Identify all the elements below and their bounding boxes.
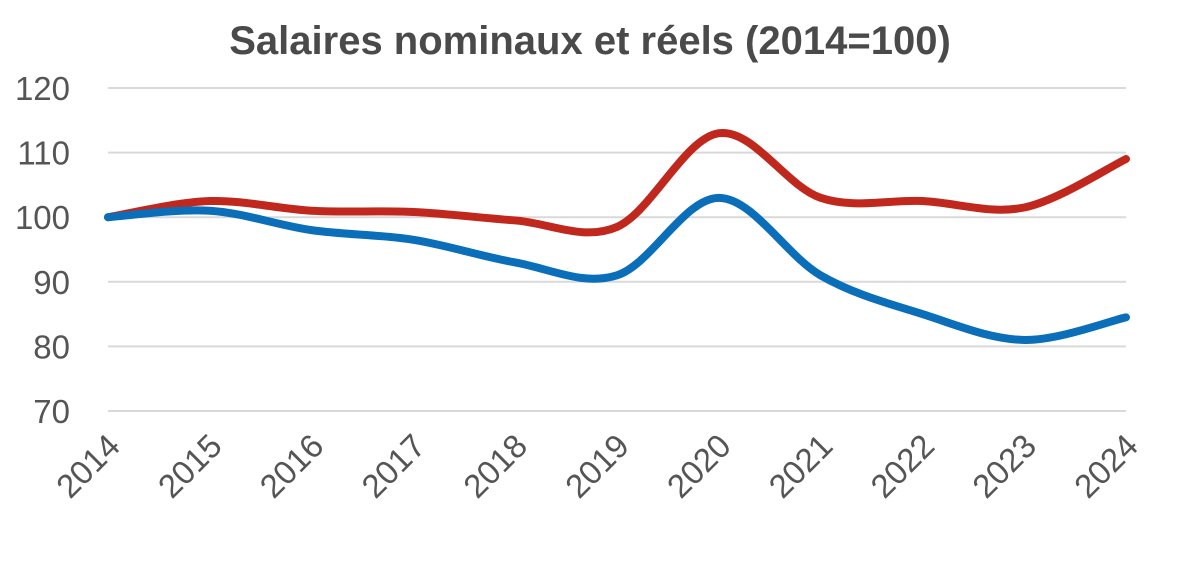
series-line-1 xyxy=(104,193,1130,344)
x-axis-tick-labels: 2014 2015 2016 2017 2018 2019 2020 2021 2022 2023… xyxy=(49,427,1145,505)
y-tick-label: 120 xyxy=(15,70,70,107)
x-tick-label: 2020 xyxy=(660,427,738,505)
x-tick-label: 2019 xyxy=(558,427,636,505)
y-tick-label: 110 xyxy=(17,135,70,172)
x-tick-label: 2016 xyxy=(252,427,330,505)
chart-title: Salaires nominaux et réels (2014=100) xyxy=(229,19,951,63)
x-tick-label: 2021 xyxy=(761,427,839,505)
gridlines xyxy=(108,87,1126,412)
x-tick-label: 2022 xyxy=(863,427,941,505)
x-tick-label: 2023 xyxy=(965,427,1043,505)
x-tick-label: 2017 xyxy=(354,427,432,505)
x-tick-label: 2014 xyxy=(49,427,127,505)
y-axis-tick-labels: 120 110 100 90 80 70 xyxy=(15,70,70,430)
y-tick-label: 80 xyxy=(33,328,70,365)
y-tick-label: 90 xyxy=(33,264,70,301)
x-tick-label: 2018 xyxy=(456,427,534,505)
x-tick-label: 2015 xyxy=(151,427,229,505)
x-tick-label: 2024 xyxy=(1067,427,1145,505)
y-tick-label: 100 xyxy=(15,199,70,236)
series-lines xyxy=(104,129,1130,344)
series-line-0 xyxy=(104,129,1130,237)
y-tick-label: 70 xyxy=(33,393,70,430)
